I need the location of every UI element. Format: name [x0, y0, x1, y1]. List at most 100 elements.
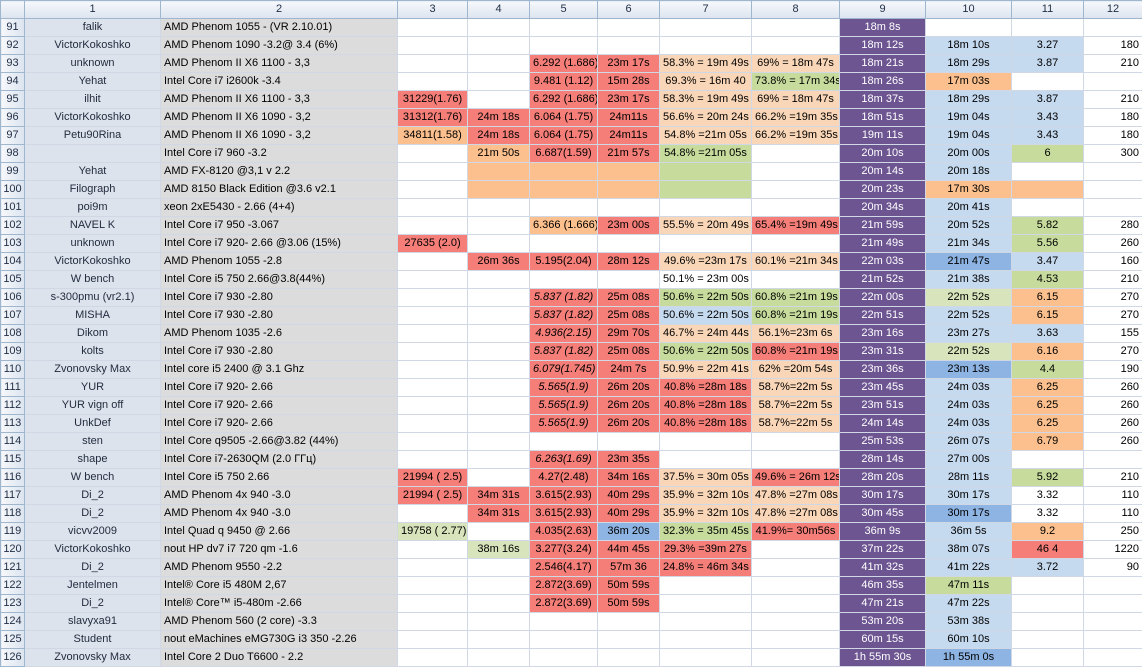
- cell-col-12[interactable]: 180: [1084, 109, 1142, 127]
- cell-col-6[interactable]: 23m 17s: [598, 55, 660, 73]
- cell-col-4[interactable]: [468, 613, 530, 631]
- cell-col-3[interactable]: [398, 415, 468, 433]
- cell-col-9[interactable]: 21m 59s: [840, 217, 926, 235]
- cell-col-4[interactable]: [468, 181, 530, 199]
- cell-col-5[interactable]: [530, 433, 598, 451]
- cell-col-10[interactable]: 27m 00s: [926, 451, 1012, 469]
- cell-col-3[interactable]: [398, 361, 468, 379]
- cell-col-3[interactable]: 31312(1.76): [398, 109, 468, 127]
- cell-col-1[interactable]: Di_2: [25, 505, 161, 523]
- cell-col-2[interactable]: Intel Core i7 960 -3.2: [161, 145, 398, 163]
- cell-col-1[interactable]: ilhit: [25, 91, 161, 109]
- cell-col-11[interactable]: [1012, 199, 1084, 217]
- cell-col-6[interactable]: 24m11s: [598, 109, 660, 127]
- row-header[interactable]: 95: [1, 91, 25, 109]
- cell-col-6[interactable]: [598, 649, 660, 667]
- cell-col-7[interactable]: 69.3% = 16m 40: [660, 73, 752, 91]
- cell-col-7[interactable]: [660, 37, 752, 55]
- cell-col-1[interactable]: VictorKokoshko: [25, 109, 161, 127]
- cell-col-9[interactable]: 37m 22s: [840, 541, 926, 559]
- cell-col-12[interactable]: [1084, 181, 1142, 199]
- cell-col-9[interactable]: 41m 32s: [840, 559, 926, 577]
- cell-col-5[interactable]: [530, 37, 598, 55]
- cell-col-12[interactable]: [1084, 631, 1142, 649]
- cell-col-1[interactable]: MISHA: [25, 307, 161, 325]
- cell-col-5[interactable]: [530, 649, 598, 667]
- cell-col-2[interactable]: Intel Core i5 750 2.66@3.8(44%): [161, 271, 398, 289]
- cell-col-9[interactable]: 18m 21s: [840, 55, 926, 73]
- cell-col-4[interactable]: [468, 37, 530, 55]
- cell-col-8[interactable]: 69% = 18m 47s: [752, 55, 840, 73]
- cell-col-8[interactable]: 62% =20m 54s: [752, 361, 840, 379]
- cell-col-8[interactable]: [752, 541, 840, 559]
- cell-col-4[interactable]: [468, 289, 530, 307]
- cell-col-3[interactable]: [398, 19, 468, 37]
- cell-col-8[interactable]: 47.8% =27m 08s: [752, 505, 840, 523]
- cell-col-8[interactable]: [752, 613, 840, 631]
- cell-col-6[interactable]: 50m 59s: [598, 595, 660, 613]
- cell-col-7[interactable]: [660, 613, 752, 631]
- cell-col-7[interactable]: [660, 199, 752, 217]
- cell-col-1[interactable]: s-300pmu (vr2.1): [25, 289, 161, 307]
- cell-col-9[interactable]: 22m 00s: [840, 289, 926, 307]
- cell-col-5[interactable]: 4.035(2.63): [530, 523, 598, 541]
- cell-col-6[interactable]: 15m 28s: [598, 73, 660, 91]
- cell-col-5[interactable]: 3.277(3.24): [530, 541, 598, 559]
- cell-col-5[interactable]: 6.292 (1.686): [530, 91, 598, 109]
- cell-col-1[interactable]: W bench: [25, 271, 161, 289]
- cell-col-9[interactable]: 30m 17s: [840, 487, 926, 505]
- cell-col-2[interactable]: AMD Phenom II X6 1090 - 3,2: [161, 109, 398, 127]
- cell-col-4[interactable]: [468, 577, 530, 595]
- cell-col-1[interactable]: Student: [25, 631, 161, 649]
- column-header-5[interactable]: 5: [530, 1, 598, 19]
- cell-col-9[interactable]: 21m 49s: [840, 235, 926, 253]
- column-header-10[interactable]: 10: [926, 1, 1012, 19]
- cell-col-11[interactable]: 6: [1012, 145, 1084, 163]
- cell-col-1[interactable]: vicvv2009: [25, 523, 161, 541]
- cell-col-4[interactable]: [468, 379, 530, 397]
- cell-col-3[interactable]: [398, 325, 468, 343]
- cell-col-9[interactable]: 23m 51s: [840, 397, 926, 415]
- cell-col-7[interactable]: [660, 433, 752, 451]
- cell-col-2[interactable]: AMD Phenom 1055 -2.8: [161, 253, 398, 271]
- cell-col-4[interactable]: [468, 163, 530, 181]
- cell-col-2[interactable]: AMD Phenom 4x 940 -3.0: [161, 487, 398, 505]
- cell-col-10[interactable]: 24m 03s: [926, 379, 1012, 397]
- row-header[interactable]: 97: [1, 127, 25, 145]
- cell-col-8[interactable]: 49.6% = 26m 12s: [752, 469, 840, 487]
- cell-col-1[interactable]: UnkDef: [25, 415, 161, 433]
- cell-col-2[interactable]: Intel Core i5 750 2.66: [161, 469, 398, 487]
- cell-col-6[interactable]: 57m 36: [598, 559, 660, 577]
- cell-col-8[interactable]: [752, 577, 840, 595]
- cell-col-10[interactable]: 17m 30s: [926, 181, 1012, 199]
- cell-col-11[interactable]: 3.43: [1012, 127, 1084, 145]
- cell-col-1[interactable]: kolts: [25, 343, 161, 361]
- row-header[interactable]: 125: [1, 631, 25, 649]
- cell-col-7[interactable]: 50.6% = 22m 50s: [660, 343, 752, 361]
- cell-col-8[interactable]: [752, 235, 840, 253]
- cell-col-9[interactable]: 23m 36s: [840, 361, 926, 379]
- cell-col-10[interactable]: 19m 04s: [926, 127, 1012, 145]
- cell-col-11[interactable]: [1012, 631, 1084, 649]
- cell-col-11[interactable]: 4.4: [1012, 361, 1084, 379]
- cell-col-12[interactable]: 110: [1084, 487, 1142, 505]
- cell-col-1[interactable]: Yehat: [25, 163, 161, 181]
- column-header-11[interactable]: 11: [1012, 1, 1084, 19]
- cell-col-11[interactable]: 6.79: [1012, 433, 1084, 451]
- cell-col-11[interactable]: [1012, 181, 1084, 199]
- row-header[interactable]: 96: [1, 109, 25, 127]
- cell-col-11[interactable]: 5.56: [1012, 235, 1084, 253]
- cell-col-4[interactable]: [468, 523, 530, 541]
- row-header[interactable]: 99: [1, 163, 25, 181]
- row-header[interactable]: 118: [1, 505, 25, 523]
- cell-col-6[interactable]: 28m 12s: [598, 253, 660, 271]
- cell-col-11[interactable]: [1012, 595, 1084, 613]
- cell-col-2[interactable]: Intel core i5 2400 @ 3.1 Ghz: [161, 361, 398, 379]
- cell-col-8[interactable]: 58.7%=22m 5s: [752, 379, 840, 397]
- cell-col-2[interactable]: AMD Phenom 4x 940 -3.0: [161, 505, 398, 523]
- cell-col-6[interactable]: [598, 181, 660, 199]
- cell-col-5[interactable]: [530, 631, 598, 649]
- cell-col-7[interactable]: 58.3% = 19m 49s: [660, 91, 752, 109]
- cell-col-1[interactable]: Di_2: [25, 595, 161, 613]
- column-header-8[interactable]: 8: [752, 1, 840, 19]
